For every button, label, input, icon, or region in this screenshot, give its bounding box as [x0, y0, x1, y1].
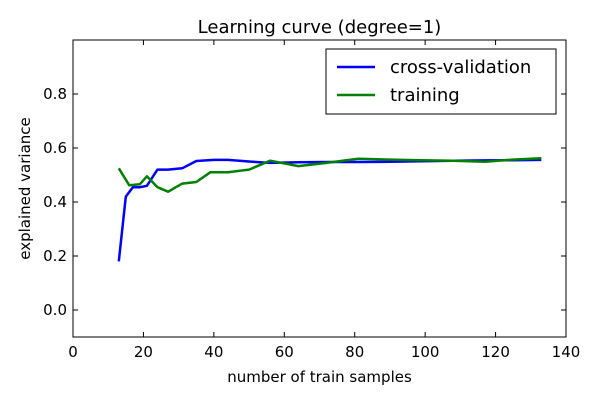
y-tick-label: 0.4 — [43, 193, 67, 211]
y-tick-label: 0.8 — [43, 85, 67, 103]
plot-frame — [72, 39, 567, 338]
series-line-1 — [117, 157, 542, 193]
x-tick-label: 0 — [68, 343, 78, 361]
y-tick-label: 0.6 — [43, 139, 67, 157]
y-tick-label: 0.2 — [43, 247, 67, 265]
legend-box — [325, 48, 557, 115]
x-tick-label: 140 — [552, 343, 581, 361]
series-group — [117, 157, 542, 262]
axes-group: 0 20 40 60 80 100 120 140 0.0 0.2 0.4 0.6 0.8 — [43, 39, 581, 361]
y-tick-label: 0.0 — [43, 301, 67, 319]
x-axis-label: number of train samples — [227, 368, 412, 386]
x-tick-label: 60 — [275, 343, 294, 361]
legend: cross-validation training — [325, 48, 557, 115]
x-tick-label: 120 — [481, 343, 510, 361]
x-tick-label: 100 — [411, 343, 440, 361]
x-tick-label: 80 — [345, 343, 364, 361]
legend-label-0: cross-validation — [390, 57, 531, 78]
y-axis-label: explained variance — [16, 117, 34, 260]
series-line-0 — [117, 158, 542, 262]
x-tick-label: 40 — [204, 343, 223, 361]
chart-title: Learning curve (degree=1) — [198, 17, 442, 38]
legend-label-1: training — [390, 85, 460, 106]
x-tick-label: 20 — [134, 343, 153, 361]
